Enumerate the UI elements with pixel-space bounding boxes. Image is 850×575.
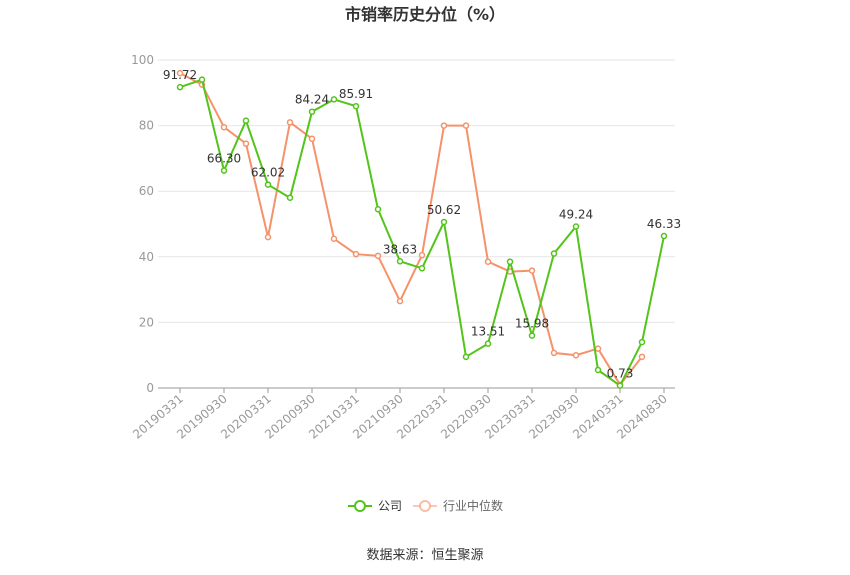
series-line-1	[179, 72, 643, 387]
data-point[interactable]	[462, 122, 470, 129]
data-point[interactable]	[352, 102, 360, 110]
data-point[interactable]	[396, 258, 404, 265]
y-tick-label: 100	[131, 53, 154, 67]
data-point[interactable]	[308, 135, 316, 142]
data-point[interactable]	[374, 252, 382, 260]
data-point[interactable]	[330, 96, 338, 103]
data-point[interactable]	[242, 140, 250, 147]
data-point[interactable]	[352, 250, 360, 258]
data-point[interactable]	[374, 205, 382, 213]
data-label: 91.72	[163, 68, 197, 82]
data-point[interactable]	[176, 83, 184, 91]
data-point[interactable]	[572, 223, 580, 230]
data-point[interactable]	[330, 235, 338, 243]
data-label: 84.24	[295, 93, 329, 107]
data-point[interactable]	[418, 265, 426, 272]
data-point[interactable]	[308, 108, 316, 115]
data-point[interactable]	[440, 218, 448, 226]
data-point[interactable]	[616, 382, 624, 389]
data-point[interactable]	[220, 123, 228, 131]
data-label: 85.91	[339, 87, 373, 101]
legend-company-marker	[354, 500, 366, 512]
data-label: 0.73	[607, 367, 634, 381]
data-point[interactable]	[550, 349, 558, 357]
data-point[interactable]	[396, 297, 404, 305]
data-point[interactable]	[286, 119, 294, 126]
data-point[interactable]	[638, 353, 646, 361]
legend-industry-label: 行业中位数	[443, 498, 503, 513]
data-point[interactable]	[528, 267, 536, 274]
data-point[interactable]	[484, 258, 492, 265]
data-label: 50.62	[427, 203, 461, 217]
legend: 公司 行业中位数	[348, 498, 503, 513]
data-label: 15.98	[515, 317, 549, 331]
data-point[interactable]	[484, 340, 492, 347]
data-label: 49.24	[559, 207, 593, 221]
grid	[158, 59, 675, 323]
data-point[interactable]	[198, 76, 206, 83]
data-label: 66.30	[207, 152, 241, 166]
y-tick-label: 20	[139, 315, 154, 329]
data-point[interactable]	[550, 250, 558, 257]
x-axis	[158, 387, 675, 393]
data-point[interactable]	[462, 353, 470, 361]
legend-industry-marker	[419, 500, 431, 512]
y-axis: 0 20 40 60 80 100	[131, 53, 154, 395]
data-point[interactable]	[528, 332, 536, 339]
x-tick-labels: 2019033120190930202003312020093020210331…	[130, 392, 670, 442]
y-tick-label: 0	[146, 381, 154, 395]
data-point[interactable]	[638, 338, 646, 346]
y-tick-label: 40	[139, 250, 154, 264]
legend-company-label: 公司	[378, 499, 402, 513]
data-source: 数据来源：恒生聚源	[366, 548, 483, 563]
legend-item-industry[interactable]: 行业中位数	[413, 498, 503, 513]
data-point[interactable]	[660, 232, 668, 240]
data-label: 46.33	[647, 217, 681, 231]
data-point[interactable]	[242, 117, 250, 124]
data-point[interactable]	[176, 69, 184, 77]
data-point[interactable]	[220, 167, 228, 174]
legend-item-company[interactable]: 公司	[348, 499, 402, 513]
y-tick-label: 80	[139, 119, 154, 133]
data-point[interactable]	[594, 366, 602, 374]
data-point[interactable]	[286, 194, 294, 202]
data-point[interactable]	[506, 258, 514, 265]
series	[176, 69, 668, 389]
data-point[interactable]	[572, 351, 580, 359]
data-point[interactable]	[418, 251, 426, 259]
data-point[interactable]	[440, 122, 448, 129]
data-label: 13.51	[471, 325, 505, 339]
data-point[interactable]	[264, 233, 272, 241]
y-tick-label: 60	[139, 184, 154, 198]
data-label: 38.63	[383, 242, 417, 256]
data-point[interactable]	[264, 181, 272, 188]
data-labels: 91.72 66.30 62.02 84.24 85.91 38.63 50.62 13.51…	[163, 68, 681, 380]
data-label: 62.02	[251, 166, 285, 180]
chart-title: 市销率历史分位（%）	[345, 5, 505, 24]
data-point[interactable]	[594, 345, 602, 352]
